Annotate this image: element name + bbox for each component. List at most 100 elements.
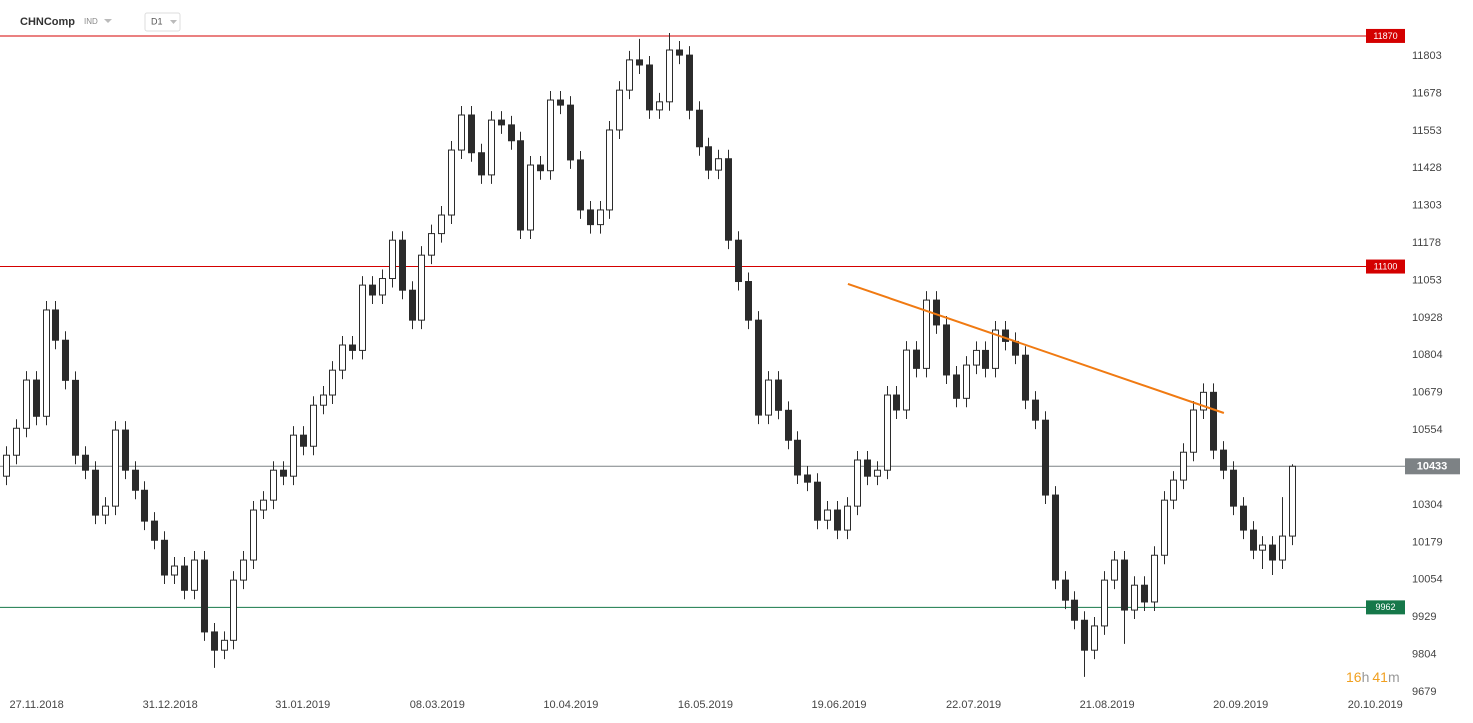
y-tick-label: 9804 [1412, 649, 1436, 661]
candle-body [992, 329, 999, 369]
countdown: 16h 41m [1346, 669, 1400, 685]
candle-body [557, 99, 564, 106]
candle-body [141, 489, 148, 522]
dropdown-arrow[interactable] [170, 20, 177, 24]
candle-body [260, 499, 267, 511]
candle-body [428, 233, 435, 256]
candle-body [112, 429, 119, 507]
candle-body [1250, 529, 1257, 551]
level-label: 11100 [1374, 261, 1398, 271]
candle-body [122, 429, 129, 471]
candle-body [686, 54, 693, 111]
x-tick-label: 20.09.2019 [1213, 699, 1268, 711]
x-tick-label: 27.11.2018 [9, 699, 63, 711]
candle-body [161, 539, 168, 576]
candle-body [567, 104, 574, 161]
candle-body [498, 119, 505, 126]
market: IND [84, 17, 98, 26]
candle-body [517, 140, 524, 231]
candle-body [1279, 535, 1286, 561]
candle-body [705, 146, 712, 171]
candle-body [1220, 449, 1227, 471]
candle-body [1269, 544, 1276, 561]
candle-body [666, 49, 673, 103]
candle-body [933, 299, 940, 326]
x-tick-label: 22.07.2019 [946, 699, 1001, 711]
candle-body [834, 509, 841, 531]
candle-body [1240, 505, 1247, 531]
candle-body [1101, 579, 1108, 627]
countdown-unit: m [1388, 669, 1400, 685]
candle-body [171, 565, 178, 576]
candle-body [1071, 599, 1078, 621]
x-tick-label: 20.10.2019 [1348, 699, 1403, 711]
candle-body [478, 152, 485, 176]
candle-body [804, 474, 811, 483]
symbol: CHNComp [20, 16, 75, 28]
candle-body [676, 49, 683, 56]
timeframe-box[interactable] [144, 12, 181, 32]
candle-body [339, 344, 346, 371]
candle-body [943, 324, 950, 376]
level-label-box [1366, 28, 1405, 43]
candle-body [458, 114, 465, 151]
countdown-unit: h [1362, 669, 1370, 685]
candle-body [913, 349, 920, 369]
candle-body [973, 349, 980, 366]
candle-body [527, 164, 534, 231]
candle-body [963, 364, 970, 399]
candle-body [211, 631, 218, 651]
candle-body [82, 454, 89, 471]
level-label: 11870 [1373, 31, 1397, 41]
y-tick-label: 11553 [1412, 125, 1442, 137]
countdown-minutes: 41 [1372, 669, 1388, 685]
candle-body [587, 209, 594, 226]
candle-body [250, 509, 257, 561]
candle-body [3, 454, 10, 477]
last-price-label: 10433 [1417, 461, 1448, 473]
candle-body [488, 119, 495, 176]
x-tick-label: 16.05.2019 [678, 699, 733, 711]
candle-body [725, 158, 732, 241]
candle-body [597, 209, 604, 226]
y-tick-label: 11678 [1412, 87, 1442, 99]
candle-body [399, 239, 406, 291]
x-tick-label: 10.04.2019 [543, 699, 598, 711]
y-tick-label: 10179 [1412, 536, 1443, 548]
candle-body [1002, 329, 1009, 342]
last-price-box [1405, 458, 1460, 475]
candle-body [982, 349, 989, 369]
candle-body [13, 427, 20, 456]
candle-body [448, 149, 455, 216]
candle-body [1170, 479, 1177, 501]
candle-body [1052, 494, 1059, 581]
dropdown-arrow[interactable] [104, 19, 112, 23]
candle-body [864, 459, 871, 477]
candle-body [151, 520, 158, 541]
y-tick-label: 9929 [1412, 611, 1436, 623]
candle-body [696, 109, 703, 148]
x-tick-label: 31.12.2018 [143, 699, 198, 711]
candle-body [1131, 584, 1138, 611]
candle-body [785, 409, 792, 441]
candle-body [616, 89, 623, 131]
countdown-hours: 16 [1346, 669, 1362, 685]
candle-body [52, 309, 59, 341]
candle-body [735, 239, 742, 283]
y-tick-label: 11178 [1412, 237, 1441, 249]
y-tick-label: 11053 [1412, 275, 1442, 287]
candle-body [310, 404, 317, 447]
candle-body [775, 379, 782, 411]
timeframe: D1 [151, 16, 163, 26]
candle-body [1180, 451, 1187, 481]
y-tick-label: 10304 [1412, 499, 1443, 511]
candle-body [577, 159, 584, 211]
candle-body [903, 349, 910, 411]
candle-body [824, 509, 831, 521]
candle-body [547, 99, 554, 172]
candle-body [854, 459, 861, 507]
candle-body [1289, 465, 1296, 537]
x-tick-label: 31.01.2019 [275, 699, 330, 711]
